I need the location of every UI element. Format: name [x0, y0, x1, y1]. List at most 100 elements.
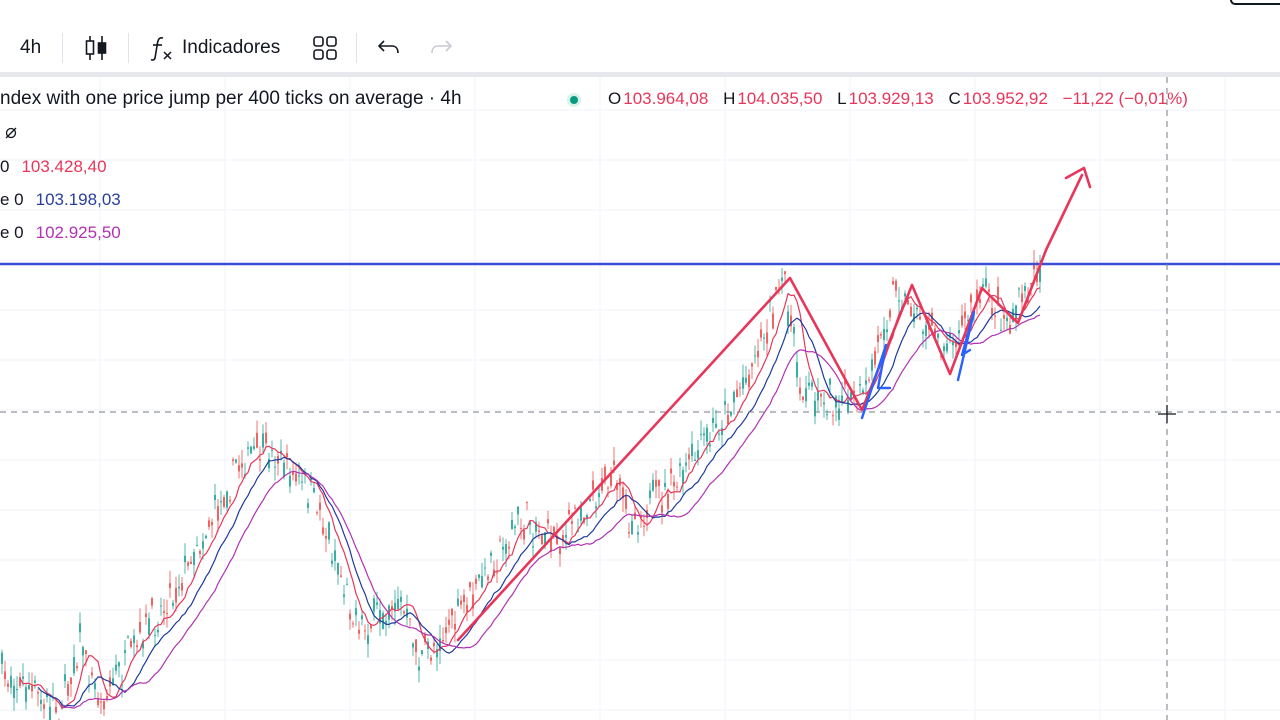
candle-body: [826, 414, 828, 416]
candle-body: [94, 683, 96, 690]
high-label: H: [723, 89, 736, 108]
candle-body: [412, 643, 414, 648]
candle-body: [766, 332, 768, 344]
candle-body: [688, 454, 690, 460]
candle-body: [115, 664, 117, 671]
market-status-dot: [567, 93, 581, 107]
candle-body: [382, 613, 384, 629]
candle-body: [112, 678, 114, 686]
candle-body: [10, 675, 12, 688]
candle-body: [631, 521, 633, 535]
candle-body: [16, 688, 18, 691]
candle-body: [691, 443, 693, 457]
candle-body: [592, 480, 594, 490]
candle-body: [715, 423, 717, 428]
timeframe-button[interactable]: 4h: [20, 24, 41, 72]
candle-body: [1039, 265, 1041, 282]
candle-body: [223, 497, 225, 507]
candle-body: [1018, 288, 1020, 290]
candle-body: [448, 619, 450, 625]
candle-body: [895, 280, 897, 291]
candle-body: [613, 460, 615, 465]
candle-body: [832, 415, 834, 417]
candle-body: [919, 316, 921, 320]
candle-body: [379, 609, 381, 624]
candle-body: [979, 299, 981, 304]
candle-body: [340, 575, 342, 577]
blue-drawing: [956, 310, 976, 382]
candle-body: [595, 506, 597, 509]
candle-body: [160, 605, 162, 607]
candle-body: [247, 447, 249, 449]
candle-body: [532, 546, 534, 548]
candle-body: [73, 657, 75, 674]
candle-body: [229, 499, 231, 502]
candle-body: [967, 319, 969, 321]
candle-body: [937, 333, 939, 338]
candle-body: [685, 462, 687, 466]
candle-body: [460, 600, 462, 605]
candle-body: [1012, 309, 1014, 322]
undo-button[interactable]: [376, 24, 402, 72]
candle-body: [610, 472, 612, 486]
candle-body: [655, 479, 657, 487]
candle-body: [1021, 293, 1023, 303]
candle-body: [946, 343, 948, 352]
chart-type-button[interactable]: [84, 24, 108, 72]
candle-body: [310, 478, 312, 481]
indicators-button[interactable]: Indicadores: [148, 24, 280, 72]
candle-body: [781, 277, 783, 281]
candle-body: [907, 299, 909, 305]
indicator-row-ma-mid[interactable]: e 0 103.198,03: [0, 190, 121, 210]
candle-body: [289, 475, 291, 487]
candle-body: [64, 674, 66, 682]
candle-body: [136, 645, 138, 648]
layouts-button[interactable]: [312, 24, 338, 72]
candle-body: [259, 459, 261, 461]
candle-body: [820, 393, 822, 397]
indicator-row-ma-fast[interactable]: 0 103.428,40: [0, 157, 107, 177]
price-chart[interactable]: [0, 77, 1280, 720]
candle-body: [490, 552, 492, 556]
redo-button[interactable]: [428, 24, 454, 72]
candle-body: [349, 613, 351, 620]
candle-body: [394, 602, 396, 612]
candle-body: [865, 380, 867, 385]
candle-body: [640, 515, 642, 519]
candle-body: [295, 473, 297, 482]
candle-body: [352, 623, 354, 625]
candle-body: [418, 666, 420, 671]
symbol-title[interactable]: ndex with one price jump per 400 ticks o…: [0, 88, 462, 109]
candle-body: [544, 532, 546, 547]
indicator-value: 102.925,50: [35, 223, 121, 242]
candle-body: [97, 698, 99, 706]
candle-body: [403, 611, 405, 614]
indicator-prefix: e 0: [0, 223, 24, 242]
candle-body: [754, 355, 756, 357]
candle-body: [970, 294, 972, 303]
candle-body: [568, 509, 570, 514]
candle-body: [178, 586, 180, 589]
candle-body: [1006, 317, 1008, 322]
candle-body: [730, 412, 732, 416]
candle-body: [676, 486, 678, 488]
candle-body: [721, 428, 723, 436]
candle-body: [238, 465, 240, 472]
candle-body: [559, 547, 561, 555]
indicator-row-ma-slow[interactable]: e 0 102.925,50: [0, 223, 121, 243]
candle-body: [292, 471, 294, 476]
candle-body: [478, 574, 480, 578]
candle-body: [976, 289, 978, 302]
candle-body: [31, 685, 33, 692]
candle-body: [328, 522, 330, 540]
candle-body: [964, 311, 966, 319]
candle-body: [145, 613, 147, 618]
candle-body: [508, 546, 510, 549]
candle-body: [163, 611, 165, 614]
candle-body: [625, 494, 627, 509]
collapse-legend-icon[interactable]: [4, 126, 18, 140]
candle-body: [190, 561, 192, 565]
candle-body: [553, 526, 555, 535]
candle-body: [706, 427, 708, 442]
candle-body: [829, 378, 831, 385]
